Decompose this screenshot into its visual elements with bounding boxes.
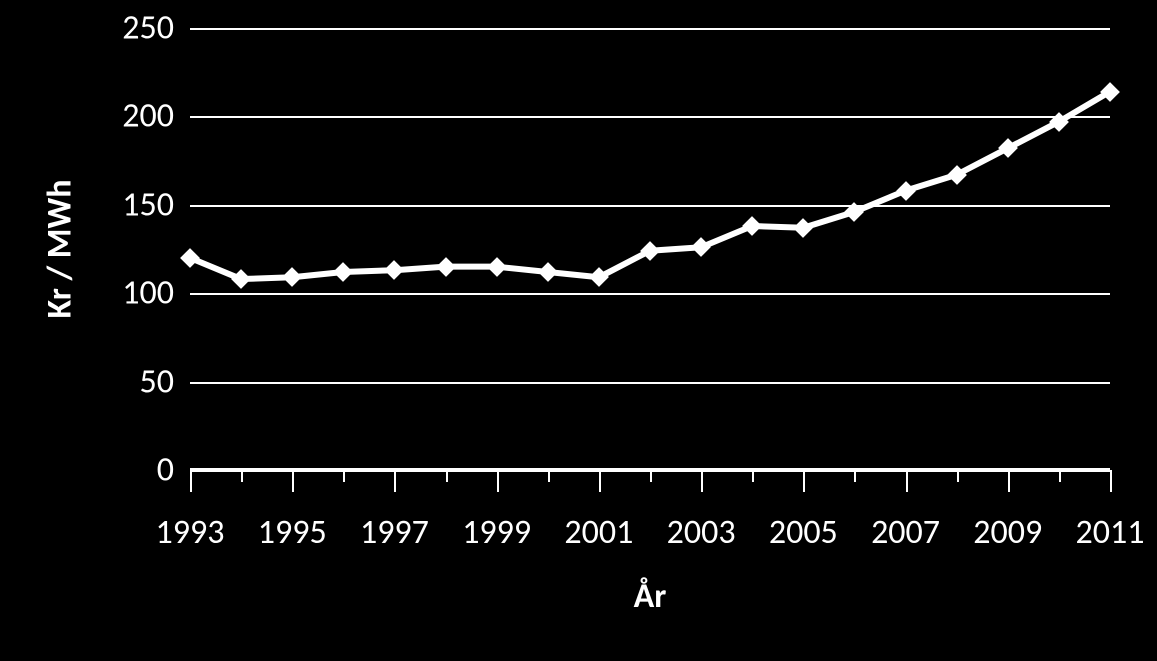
- y-tick-label: 0: [157, 450, 174, 491]
- x-tick-label: 2003: [667, 512, 736, 553]
- x-tick-minor: [1059, 470, 1061, 482]
- y-tick-label: 150: [122, 184, 174, 225]
- x-axis-title: År: [634, 576, 667, 617]
- x-tick-minor: [854, 470, 856, 482]
- y-tick-label: 200: [122, 96, 174, 137]
- x-tick-label: 1995: [258, 512, 327, 553]
- plot-area: [190, 28, 1110, 470]
- x-tick-label: 1997: [360, 512, 429, 553]
- x-tick-major: [190, 470, 192, 492]
- x-tick-major: [599, 470, 601, 492]
- x-tick-major: [292, 470, 294, 492]
- x-tick-label: 2001: [564, 512, 633, 553]
- x-tick-minor: [650, 470, 652, 482]
- y-tick-label: 50: [140, 361, 174, 402]
- x-tick-minor: [343, 470, 345, 482]
- x-tick-label: 2009: [973, 512, 1042, 553]
- x-tick-label: 2011: [1076, 512, 1145, 553]
- y-axis-title: Kr / MWh: [40, 179, 81, 318]
- x-tick-major: [497, 470, 499, 492]
- y-tick-label: 250: [122, 8, 174, 49]
- x-tick-minor: [241, 470, 243, 482]
- x-tick-label: 2007: [871, 512, 940, 553]
- x-tick-label: 2005: [769, 512, 838, 553]
- x-tick-label: 1993: [156, 512, 225, 553]
- x-tick-minor: [548, 470, 550, 482]
- x-tick-label: 1999: [462, 512, 531, 553]
- x-tick-major: [803, 470, 805, 492]
- y-tick-label: 100: [122, 273, 174, 314]
- price-chart: 0 50 100 150 200 250 1993 1995 1997 1999 2001 2003…: [0, 0, 1157, 661]
- x-tick-minor: [446, 470, 448, 482]
- x-tick-major: [1008, 470, 1010, 492]
- x-tick-minor: [752, 470, 754, 482]
- x-tick-major: [906, 470, 908, 492]
- x-tick-major: [1110, 470, 1112, 492]
- x-tick-major: [701, 470, 703, 492]
- x-tick-minor: [957, 470, 959, 482]
- x-tick-major: [394, 470, 396, 492]
